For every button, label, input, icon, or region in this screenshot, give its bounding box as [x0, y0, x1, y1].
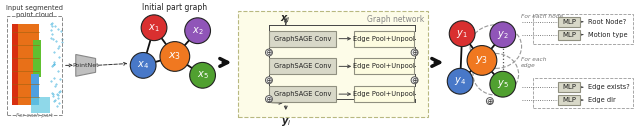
Text: PointNet: PointNet: [72, 63, 99, 68]
Circle shape: [449, 21, 475, 47]
Bar: [269, 86, 337, 102]
Text: For each node: For each node: [520, 14, 563, 19]
Circle shape: [490, 71, 516, 97]
Bar: [238, 11, 428, 117]
Text: $y_1$: $y_1$: [456, 28, 468, 40]
Bar: [558, 82, 580, 92]
Circle shape: [185, 18, 211, 44]
Text: $y_2$: $y_2$: [497, 29, 509, 41]
Text: $x_1$: $x_1$: [148, 22, 160, 34]
Text: $\oplus$: $\oplus$: [411, 76, 419, 85]
Text: For each part: For each part: [16, 113, 52, 118]
Bar: [354, 86, 413, 102]
Polygon shape: [76, 54, 95, 76]
Text: $y_4$: $y_4$: [454, 75, 466, 87]
Text: $y_5$: $y_5$: [497, 78, 509, 90]
Text: GraphSAGE Conv: GraphSAGE Conv: [274, 63, 332, 69]
Circle shape: [447, 68, 473, 94]
Bar: [558, 30, 580, 40]
Text: Edge Pool+Unpool: Edge Pool+Unpool: [353, 63, 415, 69]
Text: MLP: MLP: [562, 19, 576, 25]
Circle shape: [189, 62, 216, 88]
Text: Input segmented
point cloud: Input segmented point cloud: [6, 5, 63, 18]
Text: Root Node?: Root Node?: [588, 19, 626, 25]
Circle shape: [411, 77, 418, 84]
Text: GraphSAGE Conv: GraphSAGE Conv: [274, 91, 332, 97]
Bar: [558, 95, 580, 105]
Text: $x_3$: $x_3$: [168, 51, 181, 62]
Bar: [534, 78, 632, 108]
Text: $\boldsymbol{y}_i$: $\boldsymbol{y}_i$: [281, 116, 291, 128]
Text: $\oplus$: $\oplus$: [411, 48, 419, 57]
Text: $\oplus$: $\oplus$: [265, 48, 273, 57]
Bar: [12, 24, 18, 105]
Text: $x_4$: $x_4$: [137, 59, 149, 71]
Circle shape: [266, 77, 273, 84]
Bar: [31, 74, 38, 105]
Circle shape: [266, 49, 273, 56]
Text: Edge Pool+Unpool: Edge Pool+Unpool: [353, 36, 415, 42]
Circle shape: [490, 22, 516, 48]
Text: $\boldsymbol{x}_i$: $\boldsymbol{x}_i$: [280, 13, 291, 25]
Bar: [31, 97, 50, 113]
Text: $y_3$: $y_3$: [476, 54, 488, 66]
Bar: [269, 58, 337, 74]
Text: Edge Pool+Unpool: Edge Pool+Unpool: [353, 91, 415, 97]
Circle shape: [467, 46, 497, 75]
Text: $\oplus$: $\oplus$: [486, 97, 493, 106]
Bar: [33, 40, 40, 77]
Circle shape: [131, 53, 156, 78]
Bar: [269, 31, 337, 47]
Circle shape: [160, 42, 189, 71]
Text: $\oplus$: $\oplus$: [265, 76, 273, 85]
Circle shape: [266, 96, 273, 103]
Text: Graph network: Graph network: [367, 15, 424, 24]
Circle shape: [486, 98, 493, 105]
Bar: [12, 24, 38, 105]
Bar: [354, 31, 413, 47]
Text: $x_5$: $x_5$: [196, 69, 209, 81]
Text: Motion type: Motion type: [588, 32, 628, 38]
Bar: [558, 17, 580, 27]
Text: MLP: MLP: [562, 97, 576, 103]
Text: Initial part graph: Initial part graph: [142, 3, 207, 12]
Text: $\oplus$: $\oplus$: [265, 95, 273, 104]
Text: MLP: MLP: [562, 32, 576, 38]
Text: MLP: MLP: [562, 84, 576, 90]
Circle shape: [411, 49, 418, 56]
Circle shape: [141, 15, 167, 41]
Text: For each
edge: For each edge: [520, 57, 546, 68]
Text: Edge exists?: Edge exists?: [588, 84, 630, 90]
Text: GraphSAGE Conv: GraphSAGE Conv: [274, 36, 332, 42]
Text: $x_2$: $x_2$: [192, 25, 204, 37]
Bar: [8, 16, 62, 115]
Bar: [354, 58, 413, 74]
Text: Edge dir: Edge dir: [588, 97, 616, 103]
Bar: [534, 14, 632, 44]
